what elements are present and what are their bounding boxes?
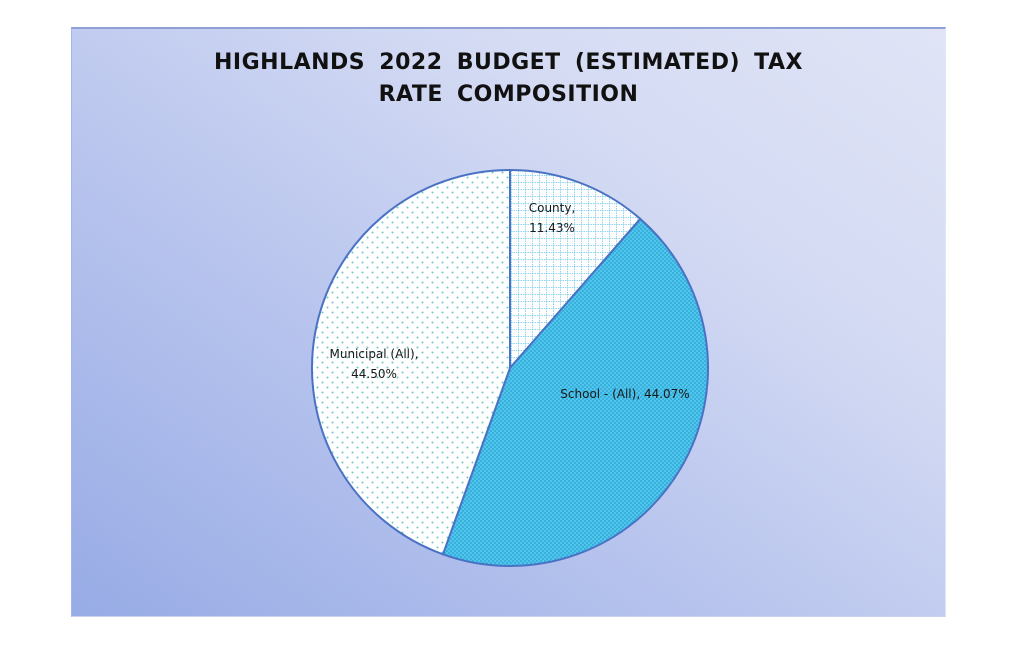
pie-slice-school [441, 217, 709, 567]
pie-slices [311, 169, 709, 567]
chart-title-line-2: RATE COMPOSITION [378, 82, 639, 107]
chart-title-line-1: HIGHLANDS 2022 BUDGET (ESTIMATED) TAX [214, 50, 803, 75]
chart-title: HIGHLANDS 2022 BUDGET (ESTIMATED) TAX RA… [72, 47, 945, 111]
data-label-school: School - (All), 44.07% [560, 387, 689, 401]
pie-slice-county [509, 169, 642, 369]
pie-slice-municipal [311, 169, 511, 556]
pie-labels: County, 11.43% School - (All), 44.07% Munic… [329, 201, 689, 401]
data-label-county: County, 11.43% [529, 201, 576, 235]
data-label-municipal: Municipal (All), 44.50% [329, 347, 418, 381]
